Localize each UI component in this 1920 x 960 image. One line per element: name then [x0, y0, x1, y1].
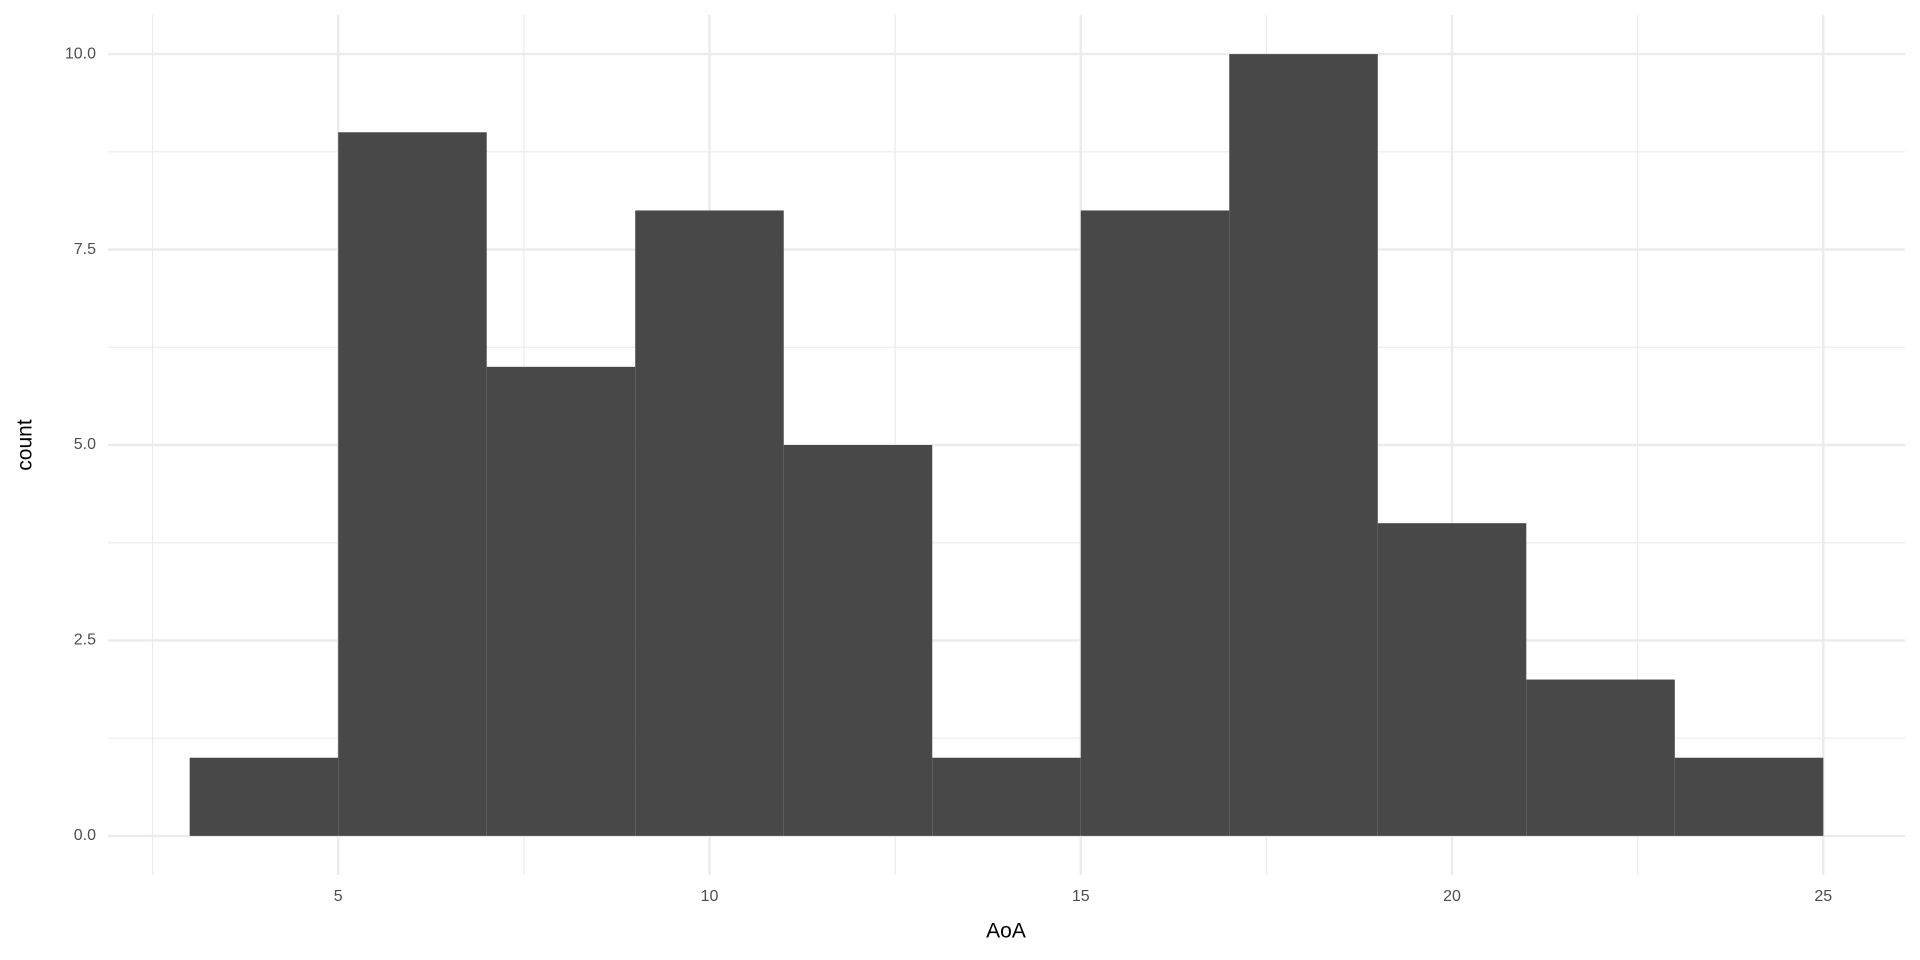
x-tick-label: 10 [701, 888, 719, 905]
bar [1229, 54, 1378, 836]
bar [783, 445, 933, 836]
x-tick-label: 15 [1072, 888, 1090, 905]
x-tick-label: 5 [334, 888, 343, 905]
bar [1080, 210, 1230, 836]
y-tick-label: 0.0 [74, 827, 96, 844]
y-tick-label: 5.0 [74, 436, 96, 453]
bar [486, 366, 636, 836]
y-tick-label: 10.0 [65, 45, 96, 62]
y-axis-title: count [14, 419, 37, 471]
bar [1377, 523, 1527, 836]
y-tick-label: 7.5 [74, 241, 96, 258]
x-tick-label: 25 [1814, 888, 1832, 905]
bar [932, 757, 1081, 836]
x-axis-title: AoA [986, 920, 1026, 943]
bar [1674, 757, 1824, 836]
bar [189, 757, 339, 836]
y-tick-label: 2.5 [74, 632, 96, 649]
bar [1526, 679, 1675, 836]
bar [338, 132, 487, 836]
x-tick-label: 20 [1443, 888, 1461, 905]
bar [635, 210, 784, 836]
